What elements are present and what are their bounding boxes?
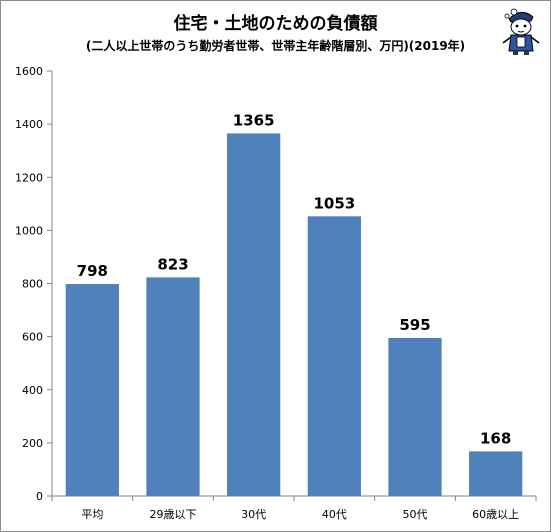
data-label: 798 [77,262,108,280]
x-category-label: 29歳以下 [150,508,197,521]
bar [65,284,119,496]
chart-subtitle: (二人以上世帯のうち勤労者世帯、世帯主年齢階層別、万円)(2019年) [85,39,466,53]
chart-title: 住宅・土地のための負債額 [173,14,378,34]
y-tick-label: 0 [36,490,43,503]
y-tick-label: 1000 [15,224,43,237]
data-label: 1365 [233,111,275,129]
y-tick-label: 200 [22,437,43,450]
bar [227,133,281,496]
y-tick-label: 400 [22,384,43,397]
data-label: 168 [480,429,511,447]
y-tick-label: 800 [22,278,43,291]
x-category-label: 50代 [403,508,428,521]
bar [307,216,361,496]
y-tick-label: 1600 [15,65,43,78]
bar [469,451,523,496]
x-category-label: 平均 [81,508,103,521]
data-label: 1053 [313,194,355,212]
y-tick-label: 600 [22,331,43,344]
x-category-label: 40代 [322,508,347,521]
x-category-label: 60歳以上 [472,508,519,521]
data-label: 823 [157,255,188,273]
x-category-label: 30代 [241,508,266,521]
y-tick-label: 1200 [15,171,43,184]
data-label: 595 [399,316,430,334]
mascot-character-icon [502,8,540,55]
y-tick-label: 1400 [15,118,43,131]
bar [146,277,200,496]
bar [388,337,442,496]
